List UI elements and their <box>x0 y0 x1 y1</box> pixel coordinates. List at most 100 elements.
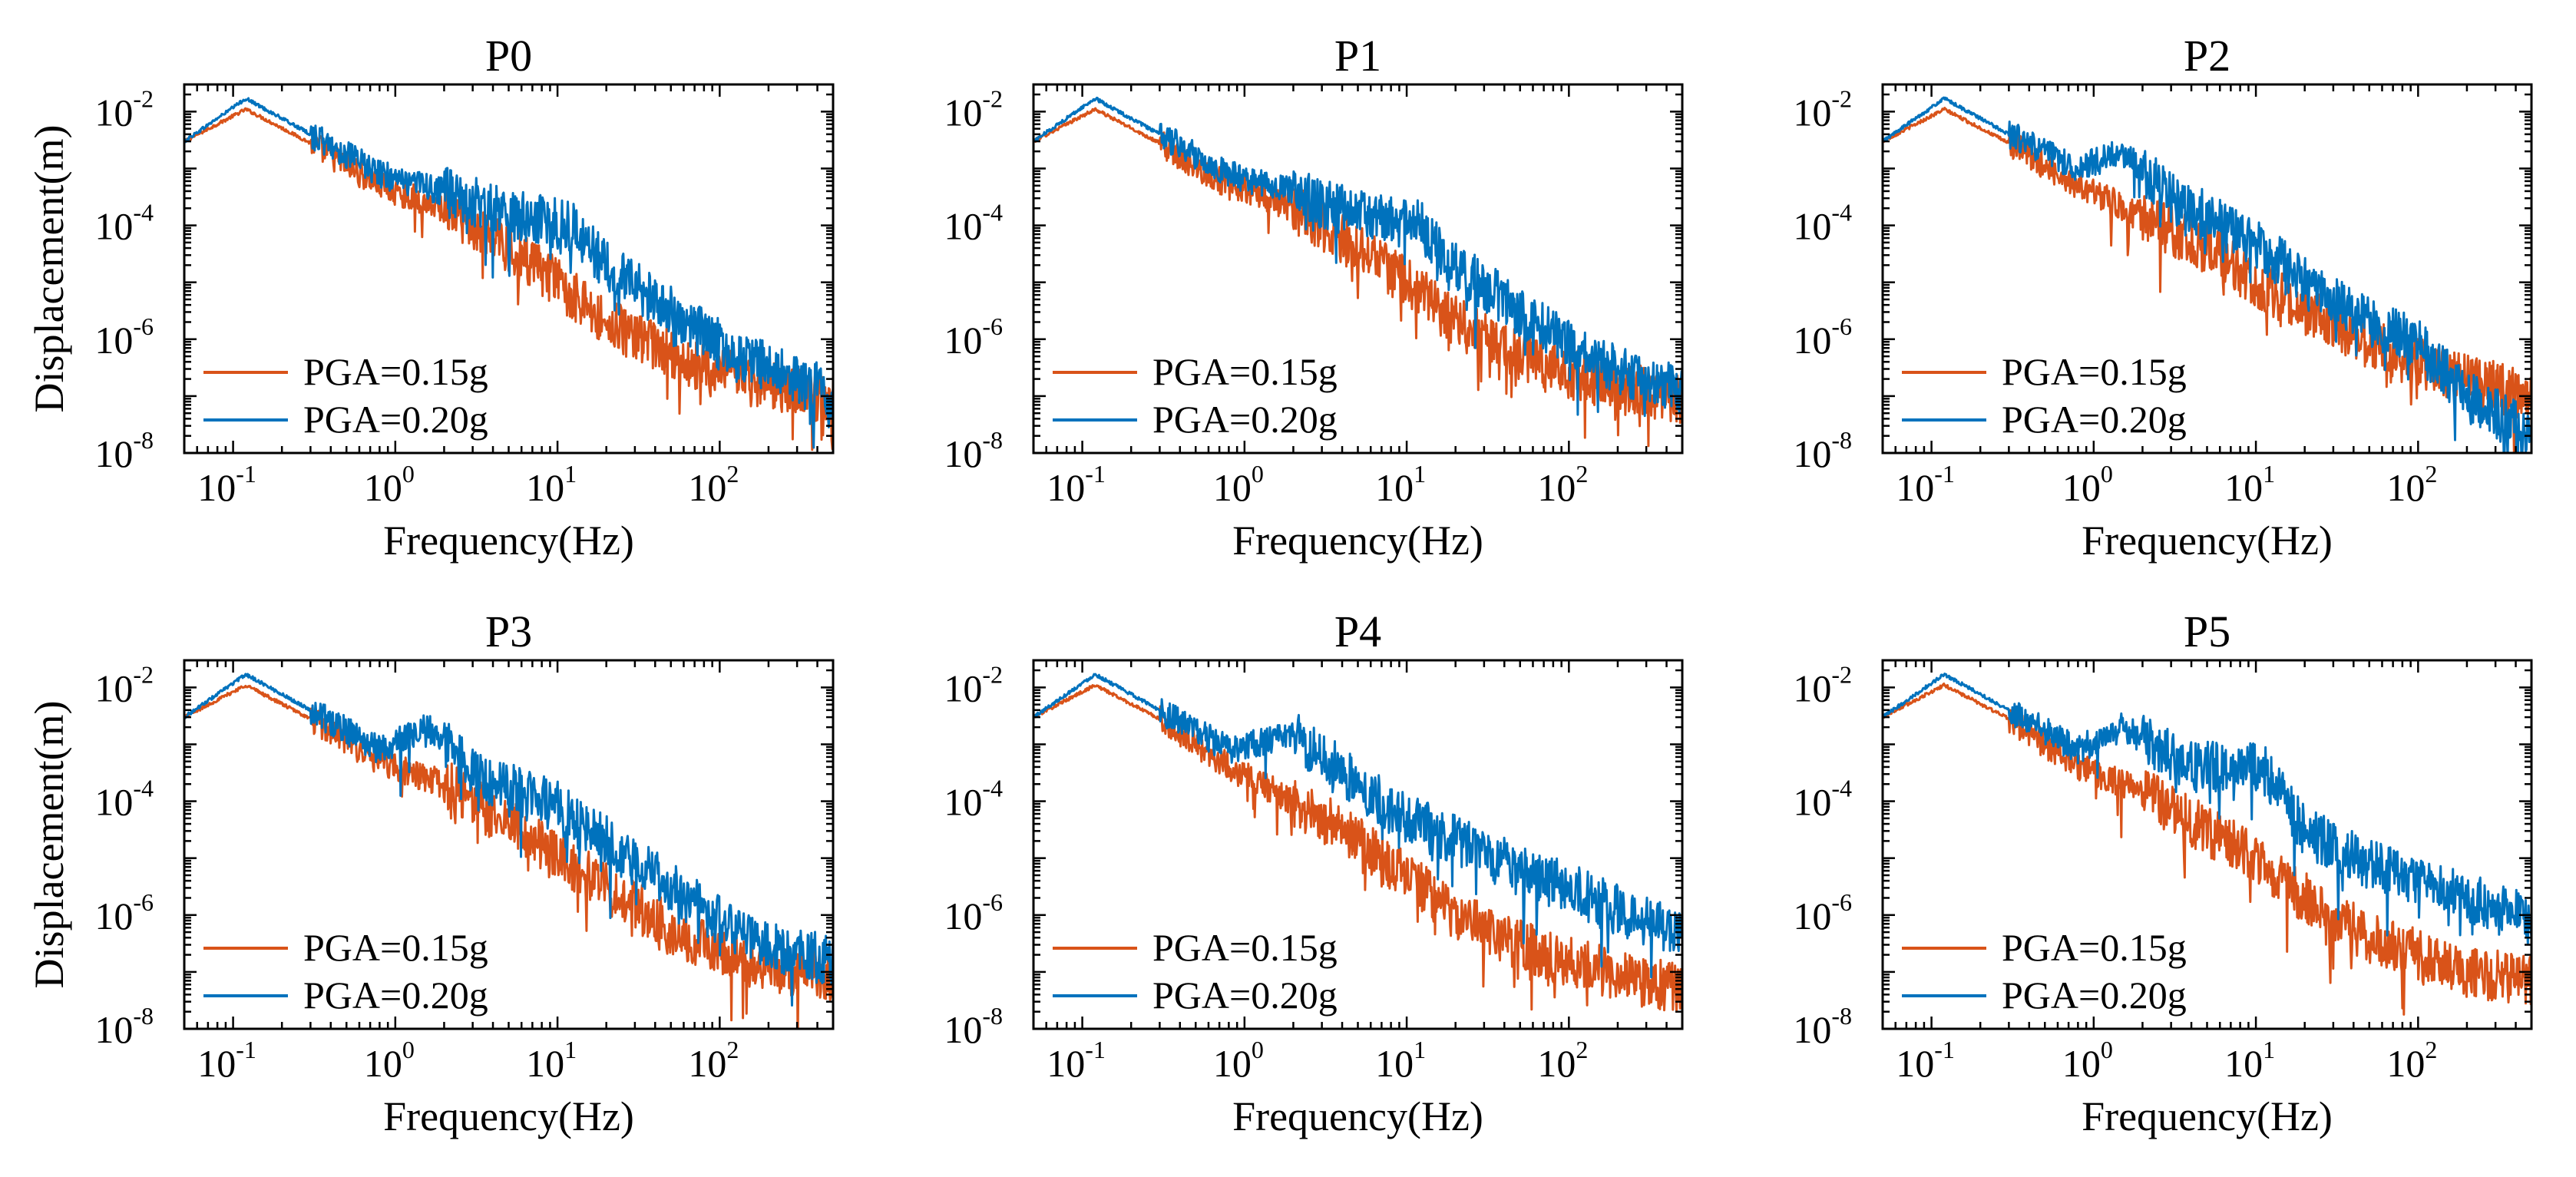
x-axis-label: Frequency(Hz) <box>2082 1093 2333 1139</box>
x-tick-label: 10-1 <box>1896 460 1955 509</box>
y-tick-label: 10-6 <box>944 888 1003 937</box>
x-axis-label: Frequency(Hz) <box>1232 1093 1483 1139</box>
x-tick-label: 100 <box>364 1036 415 1085</box>
x-tick-label: 102 <box>1537 1036 1588 1085</box>
x-tick-label: 10-1 <box>197 1036 256 1085</box>
y-tick-label: 10-8 <box>94 426 154 475</box>
chart-title: P2 <box>2184 31 2230 81</box>
legend: PGA=0.15g PGA=0.20g <box>1053 350 1338 441</box>
legend: PGA=0.15g PGA=0.20g <box>203 350 488 441</box>
y-tick-label: 10-8 <box>944 426 1003 475</box>
y-tick-label: 10-4 <box>944 199 1003 248</box>
series-line-pga-020 <box>1883 96 2531 453</box>
legend-label: PGA=0.20g <box>1152 974 1338 1017</box>
x-tick-label: 100 <box>2062 460 2113 509</box>
x-axis-label: Frequency(Hz) <box>383 517 634 564</box>
y-tick-label: 10-6 <box>94 312 154 362</box>
series-line-pga-020 <box>1883 673 2531 946</box>
series-line-pga-020 <box>184 673 833 1007</box>
series-line-pga-015 <box>1883 683 2531 1016</box>
y-tick-label: 10-6 <box>944 312 1003 362</box>
x-tick-label: 101 <box>1375 1036 1426 1085</box>
x-tick-label: 100 <box>364 460 415 509</box>
legend-label: PGA=0.15g <box>303 350 488 393</box>
chart-title: P0 <box>485 31 532 81</box>
x-axis-label: Frequency(Hz) <box>2082 517 2333 564</box>
y-tick-label: 10-2 <box>1793 84 1852 134</box>
panel-p3: 10-1 100 101 102 10-2 10-4 10-6 10-8 P3 Frequency… <box>26 607 835 1139</box>
y-tick-label: 10-8 <box>1793 1002 1852 1051</box>
legend: PGA=0.15g PGA=0.20g <box>1902 350 2187 441</box>
y-tick-label: 10-4 <box>94 775 154 824</box>
series-line-pga-020 <box>184 97 833 449</box>
x-tick-label: 102 <box>688 1036 739 1085</box>
panel-p0: 10-1 100 101 102 10-2 10-4 10-6 10-8 P0 Frequency… <box>26 31 835 564</box>
legend-label: PGA=0.20g <box>1152 398 1338 441</box>
y-axis-label: Displacement(m) <box>26 701 72 989</box>
x-tick-label: 102 <box>1537 460 1588 509</box>
legend: PGA=0.15g PGA=0.20g <box>1902 926 2187 1017</box>
y-tick-label: 10-4 <box>1793 199 1852 248</box>
y-tick-label: 10-4 <box>944 775 1003 824</box>
chart-title: P3 <box>485 607 532 656</box>
panel-p1: 10-1 100 101 102 10-2 10-4 10-6 10-8 P1 Frequency… <box>944 31 1684 564</box>
x-tick-label: 101 <box>1375 460 1426 509</box>
series-line-pga-020 <box>1033 673 1682 979</box>
legend-label: PGA=0.15g <box>2002 350 2187 393</box>
y-tick-label: 10-6 <box>94 888 154 937</box>
chart-title: P5 <box>2184 607 2230 656</box>
x-tick-label: 10-1 <box>1047 1036 1106 1085</box>
x-tick-label: 101 <box>2224 460 2275 509</box>
x-tick-label: 10-1 <box>1047 460 1106 509</box>
legend-label: PGA=0.15g <box>1152 350 1338 393</box>
y-tick-label: 10-6 <box>1793 888 1852 937</box>
axes-frame <box>1881 83 2533 455</box>
y-tick-label: 10-8 <box>94 1002 154 1051</box>
y-tick-label: 10-2 <box>94 84 154 134</box>
legend: PGA=0.15g PGA=0.20g <box>1053 926 1338 1017</box>
x-tick-label: 102 <box>2386 1036 2437 1085</box>
legend-label: PGA=0.15g <box>303 926 488 969</box>
x-tick-label: 102 <box>2386 460 2437 509</box>
chart-title: P1 <box>1334 31 1381 81</box>
x-tick-label: 100 <box>1213 1036 1264 1085</box>
series-line-pga-020 <box>1033 96 1682 418</box>
legend-label: PGA=0.20g <box>2002 974 2187 1017</box>
y-tick-label: 10-8 <box>944 1002 1003 1051</box>
x-tick-label: 101 <box>526 460 577 509</box>
y-axis-label: Displacement(m) <box>26 125 72 413</box>
x-axis-label: Frequency(Hz) <box>1232 517 1483 564</box>
legend-label: PGA=0.15g <box>1152 926 1338 969</box>
legend-label: PGA=0.20g <box>303 974 488 1017</box>
series-line-pga-015 <box>184 684 833 1029</box>
y-tick-label: 10-2 <box>944 84 1003 134</box>
series-line-pga-015 <box>184 107 833 451</box>
x-tick-label: 100 <box>1213 460 1264 509</box>
legend-label: PGA=0.20g <box>303 398 488 441</box>
x-tick-label: 102 <box>688 460 739 509</box>
x-tick-label: 100 <box>2062 1036 2113 1085</box>
x-tick-label: 101 <box>526 1036 577 1085</box>
panel-p5: 10-1 100 101 102 10-2 10-4 10-6 10-8 P5 Frequency… <box>1793 607 2533 1139</box>
axes-frame <box>183 659 835 1030</box>
x-axis-label: Frequency(Hz) <box>383 1093 634 1139</box>
chart-title: P4 <box>1334 607 1381 656</box>
legend-label: PGA=0.15g <box>2002 926 2187 969</box>
panel-p4: 10-1 100 101 102 10-2 10-4 10-6 10-8 P4 Frequency… <box>944 607 1684 1139</box>
series-line-pga-015 <box>1883 107 2531 453</box>
x-tick-label: 10-1 <box>197 460 256 509</box>
series-line-pga-015 <box>1033 107 1682 448</box>
panel-p2: 10-1 100 101 102 10-2 10-4 10-6 10-8 P2 Frequency… <box>1793 31 2533 564</box>
y-tick-label: 10-6 <box>1793 312 1852 362</box>
y-tick-label: 10-4 <box>1793 775 1852 824</box>
y-tick-label: 10-2 <box>1793 660 1852 709</box>
y-tick-label: 10-4 <box>94 199 154 248</box>
x-tick-label: 10-1 <box>1896 1036 1955 1085</box>
y-tick-label: 10-2 <box>944 660 1003 709</box>
x-tick-label: 101 <box>2224 1036 2275 1085</box>
legend: PGA=0.15g PGA=0.20g <box>203 926 488 1017</box>
y-tick-label: 10-8 <box>1793 426 1852 475</box>
series-line-pga-015 <box>1033 684 1682 1013</box>
legend-label: PGA=0.20g <box>2002 398 2187 441</box>
